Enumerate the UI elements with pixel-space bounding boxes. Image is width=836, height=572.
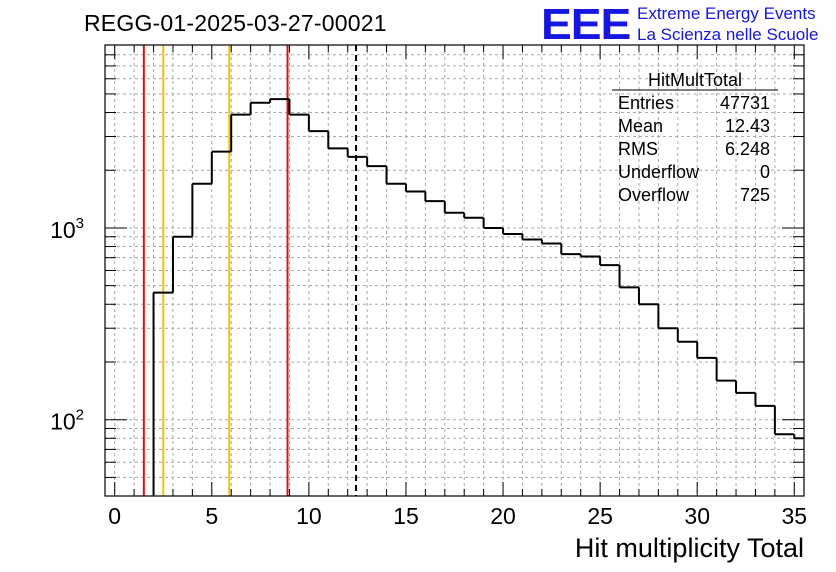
histogram-bins <box>152 98 804 496</box>
stats-box-title: HitMultTotal <box>647 70 743 90</box>
x-tick-label: 0 <box>108 503 121 529</box>
grid-layer <box>105 44 804 497</box>
stats-row-rms: RMS 6.248 <box>618 139 770 160</box>
stats-value: 725 <box>739 185 770 205</box>
logo-subtitle-line2: La Scienza nelle Scuole <box>637 25 819 44</box>
x-tick-label: 25 <box>587 503 613 529</box>
axis-ticks: 0 5 10 15 20 25 30 35 103 102 <box>50 44 807 529</box>
stats-value: 0 <box>759 162 770 182</box>
run-title: REGG-01-2025-03-27-00021 <box>84 10 387 36</box>
stats-row-underflow: Underflow 0 <box>618 162 770 183</box>
stats-label: Entries <box>618 93 675 113</box>
x-axis-label: Hit multiplicity Total <box>574 533 804 563</box>
stats-label: RMS <box>618 139 658 159</box>
stats-row-entries: Entries 47731 <box>618 93 770 114</box>
stats-label: Mean <box>618 116 664 136</box>
stats-label: Overflow <box>618 185 690 205</box>
logo-subtitle-line1: Extreme Energy Events <box>637 4 816 23</box>
stats-value: 12.43 <box>724 116 770 136</box>
stats-row-mean: Mean 12.43 <box>618 116 770 137</box>
x-tick-label: 15 <box>393 503 419 529</box>
stats-row-overflow: Overflow 725 <box>618 185 770 206</box>
marker-lines <box>142 45 358 496</box>
stats-value: 47731 <box>719 93 770 113</box>
y-tick-label: 103 <box>50 215 84 243</box>
y-tick-label: 102 <box>50 407 84 435</box>
eee-logo: EEE <box>541 0 631 49</box>
x-tick-label: 10 <box>296 503 322 529</box>
x-tick-label: 35 <box>781 503 807 529</box>
stats-label: Underflow <box>618 162 700 182</box>
x-tick-label: 20 <box>490 503 516 529</box>
x-tick-label: 30 <box>684 503 710 529</box>
x-tick-label: 5 <box>205 503 218 529</box>
stats-value: 6.248 <box>724 139 770 159</box>
